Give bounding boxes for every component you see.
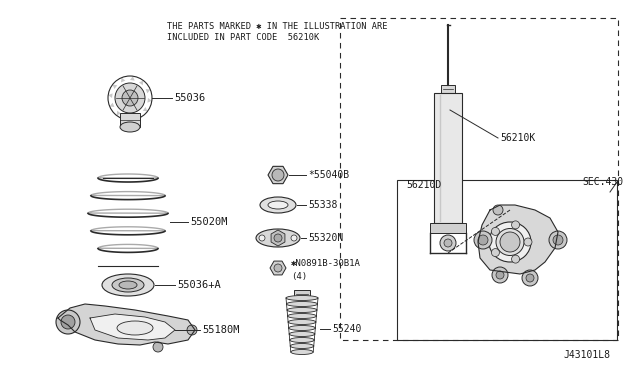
Text: 55036: 55036 [174,93,205,103]
Text: ✱N0891B-30B1A: ✱N0891B-30B1A [291,260,361,269]
Ellipse shape [291,343,314,349]
Circle shape [524,238,532,246]
Ellipse shape [290,337,314,343]
Bar [294,290,310,298]
Circle shape [522,270,538,286]
Text: (4): (4) [291,272,307,280]
Circle shape [187,325,197,335]
Polygon shape [116,111,121,115]
Circle shape [153,342,163,352]
Circle shape [122,90,138,106]
Text: 55320N: 55320N [308,233,343,243]
Text: THE PARTS MARKED ✱ IN THE ILLUSTRATION ARE: THE PARTS MARKED ✱ IN THE ILLUSTRATION A… [167,22,387,31]
Ellipse shape [112,278,144,292]
Ellipse shape [288,320,316,324]
Circle shape [474,231,492,249]
Polygon shape [121,78,125,83]
Polygon shape [58,304,195,345]
Circle shape [274,234,282,242]
Text: J43101L8: J43101L8 [563,350,610,360]
Polygon shape [125,115,130,120]
Ellipse shape [260,197,296,213]
Polygon shape [139,81,143,85]
Bar [430,223,466,233]
Circle shape [291,235,297,241]
Polygon shape [109,103,115,107]
Circle shape [492,267,508,283]
Ellipse shape [496,228,524,256]
Text: 56210K: 56210K [500,133,535,143]
Polygon shape [145,89,150,93]
Ellipse shape [117,321,153,335]
Text: 55020M: 55020M [190,217,227,227]
Circle shape [444,239,452,247]
Circle shape [492,248,499,257]
Bar [340,18,618,340]
Bar [397,180,617,340]
Text: 55240: 55240 [332,324,362,334]
Polygon shape [134,113,139,118]
Polygon shape [113,84,117,89]
Text: 55180M: 55180M [202,325,239,335]
Text: *55040B: *55040B [308,170,349,180]
Circle shape [493,205,503,215]
Circle shape [115,83,145,113]
Circle shape [549,231,567,249]
Circle shape [553,235,563,245]
Ellipse shape [287,301,317,307]
Circle shape [500,232,520,252]
Text: 55036+A: 55036+A [177,280,221,290]
Text: SEC.430: SEC.430 [582,177,623,187]
Circle shape [440,235,456,251]
Ellipse shape [120,122,140,132]
Polygon shape [478,205,558,274]
Ellipse shape [119,281,137,289]
Ellipse shape [289,326,316,330]
Bar [120,113,140,127]
Circle shape [478,235,488,245]
Ellipse shape [289,331,315,337]
Bar [434,93,462,223]
Circle shape [511,221,520,229]
Ellipse shape [268,201,288,209]
Ellipse shape [256,229,300,247]
Circle shape [496,271,504,279]
Circle shape [526,274,534,282]
Circle shape [272,169,284,181]
Circle shape [511,255,520,263]
Ellipse shape [286,295,318,301]
Ellipse shape [489,222,531,262]
Bar [441,85,455,93]
Polygon shape [108,93,113,98]
Ellipse shape [291,350,313,355]
Ellipse shape [102,274,154,296]
Polygon shape [143,107,147,111]
Ellipse shape [287,314,316,318]
Text: 55338: 55338 [308,200,337,210]
Text: INCLUDED IN PART CODE  56210K: INCLUDED IN PART CODE 56210K [167,33,319,42]
Circle shape [56,310,80,334]
Circle shape [259,235,265,241]
Circle shape [61,315,75,329]
Circle shape [274,264,282,272]
Polygon shape [130,76,134,81]
Ellipse shape [287,308,317,312]
Circle shape [492,227,499,235]
Polygon shape [90,314,175,340]
Text: 56210D: 56210D [406,180,441,190]
Polygon shape [147,98,152,103]
